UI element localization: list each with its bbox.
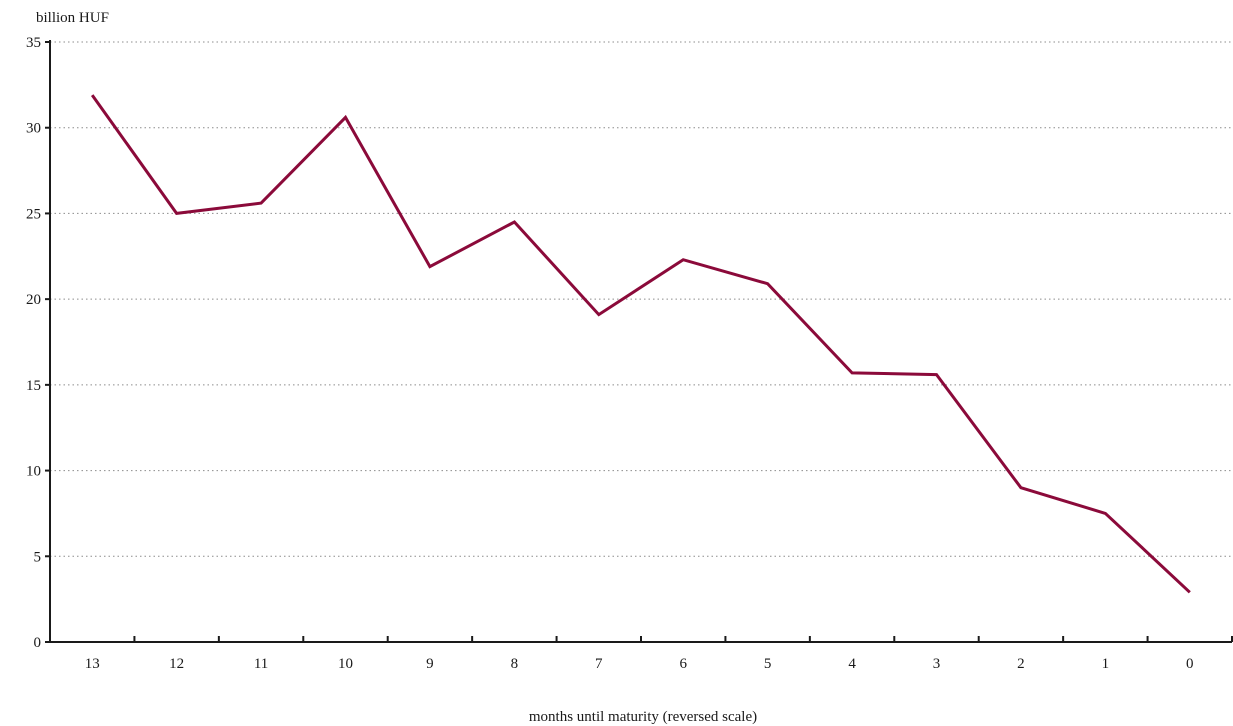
- data-point: [935, 373, 938, 376]
- y-tick-label: 10: [26, 464, 41, 480]
- x-tick-label: 4: [848, 656, 856, 672]
- y-tick-label: 0: [34, 635, 42, 651]
- data-point: [513, 221, 516, 224]
- y-tick-label: 35: [26, 35, 41, 51]
- x-tick-label: 1: [1102, 656, 1110, 672]
- x-tick-label: 10: [338, 656, 353, 672]
- data-point: [175, 212, 178, 215]
- data-point: [344, 116, 347, 119]
- x-tick-label: 11: [254, 656, 268, 672]
- x-axis-label: months until maturity (reversed scale): [529, 709, 757, 725]
- x-tick-label: 6: [679, 656, 687, 672]
- series-line: [90, 94, 1191, 594]
- axes: [49, 40, 1232, 643]
- data-point: [1104, 512, 1107, 515]
- y-tick-label: 15: [26, 378, 41, 394]
- series-group: [90, 94, 1191, 594]
- y-tick-label: 25: [26, 206, 41, 222]
- data-point: [1019, 486, 1022, 489]
- y-gridlines: [50, 41, 1232, 557]
- data-point: [91, 94, 94, 97]
- x-tick-label: 2: [1017, 656, 1025, 672]
- x-tick-label: 0: [1186, 656, 1194, 672]
- x-tick-label: 7: [595, 656, 603, 672]
- data-point: [428, 265, 431, 268]
- x-tick-label: 5: [764, 656, 772, 672]
- data-point: [1188, 591, 1191, 594]
- x-tick-label: 8: [511, 656, 519, 672]
- data-point: [766, 282, 769, 285]
- y-tick-label: 30: [26, 121, 41, 137]
- data-point: [597, 313, 600, 316]
- y-tick-label: 5: [34, 549, 42, 565]
- x-tick-label: 12: [169, 656, 184, 672]
- x-axis-ticks: 13 12 11 10 9 8 7 6 5 4 3 2 1 0: [85, 636, 1233, 672]
- x-tick-label: 3: [933, 656, 941, 672]
- data-point: [260, 202, 263, 205]
- y-unit-label: billion HUF: [36, 10, 109, 26]
- data-point: [851, 371, 854, 374]
- y-axis-ticks: 0 5 10 15 20 25 30 35: [26, 35, 50, 651]
- x-tick-label: 9: [426, 656, 434, 672]
- y-tick-label: 20: [26, 292, 41, 308]
- x-tick-label: 13: [85, 656, 100, 672]
- data-point: [682, 258, 685, 261]
